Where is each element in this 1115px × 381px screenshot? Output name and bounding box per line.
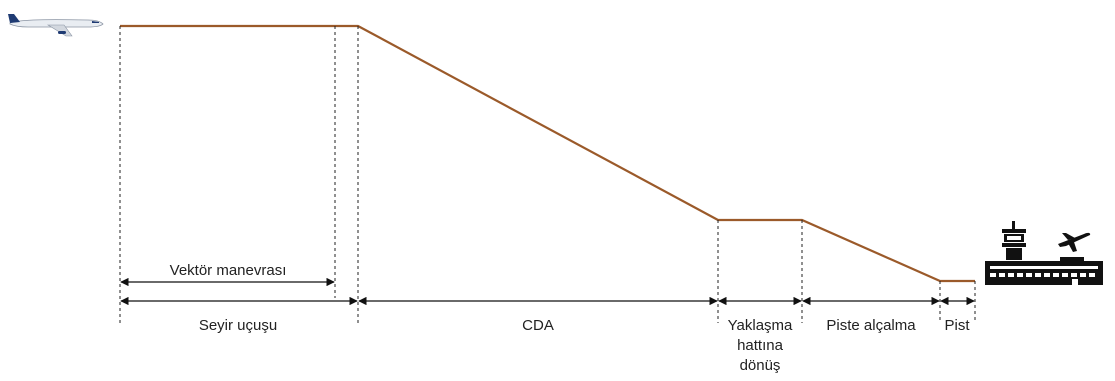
runway-descent-label: Piste alçalma xyxy=(826,317,916,334)
airport-icon xyxy=(985,221,1103,285)
cruise-label: Seyir uçuşu xyxy=(199,317,277,334)
vector-maneuver-label: Vektör manevrası xyxy=(170,262,287,279)
approach-turn-label-line3: dönüş xyxy=(740,357,781,374)
approach-turn-label-line1: Yaklaşma xyxy=(728,317,793,334)
descent-profile-line xyxy=(120,24,975,283)
runway-label: Pist xyxy=(944,317,970,334)
aircraft-icon xyxy=(8,14,104,37)
approach-turn-label-line2: hattına xyxy=(737,337,784,354)
cda-label: CDA xyxy=(522,317,554,334)
segment-guides xyxy=(119,26,976,323)
